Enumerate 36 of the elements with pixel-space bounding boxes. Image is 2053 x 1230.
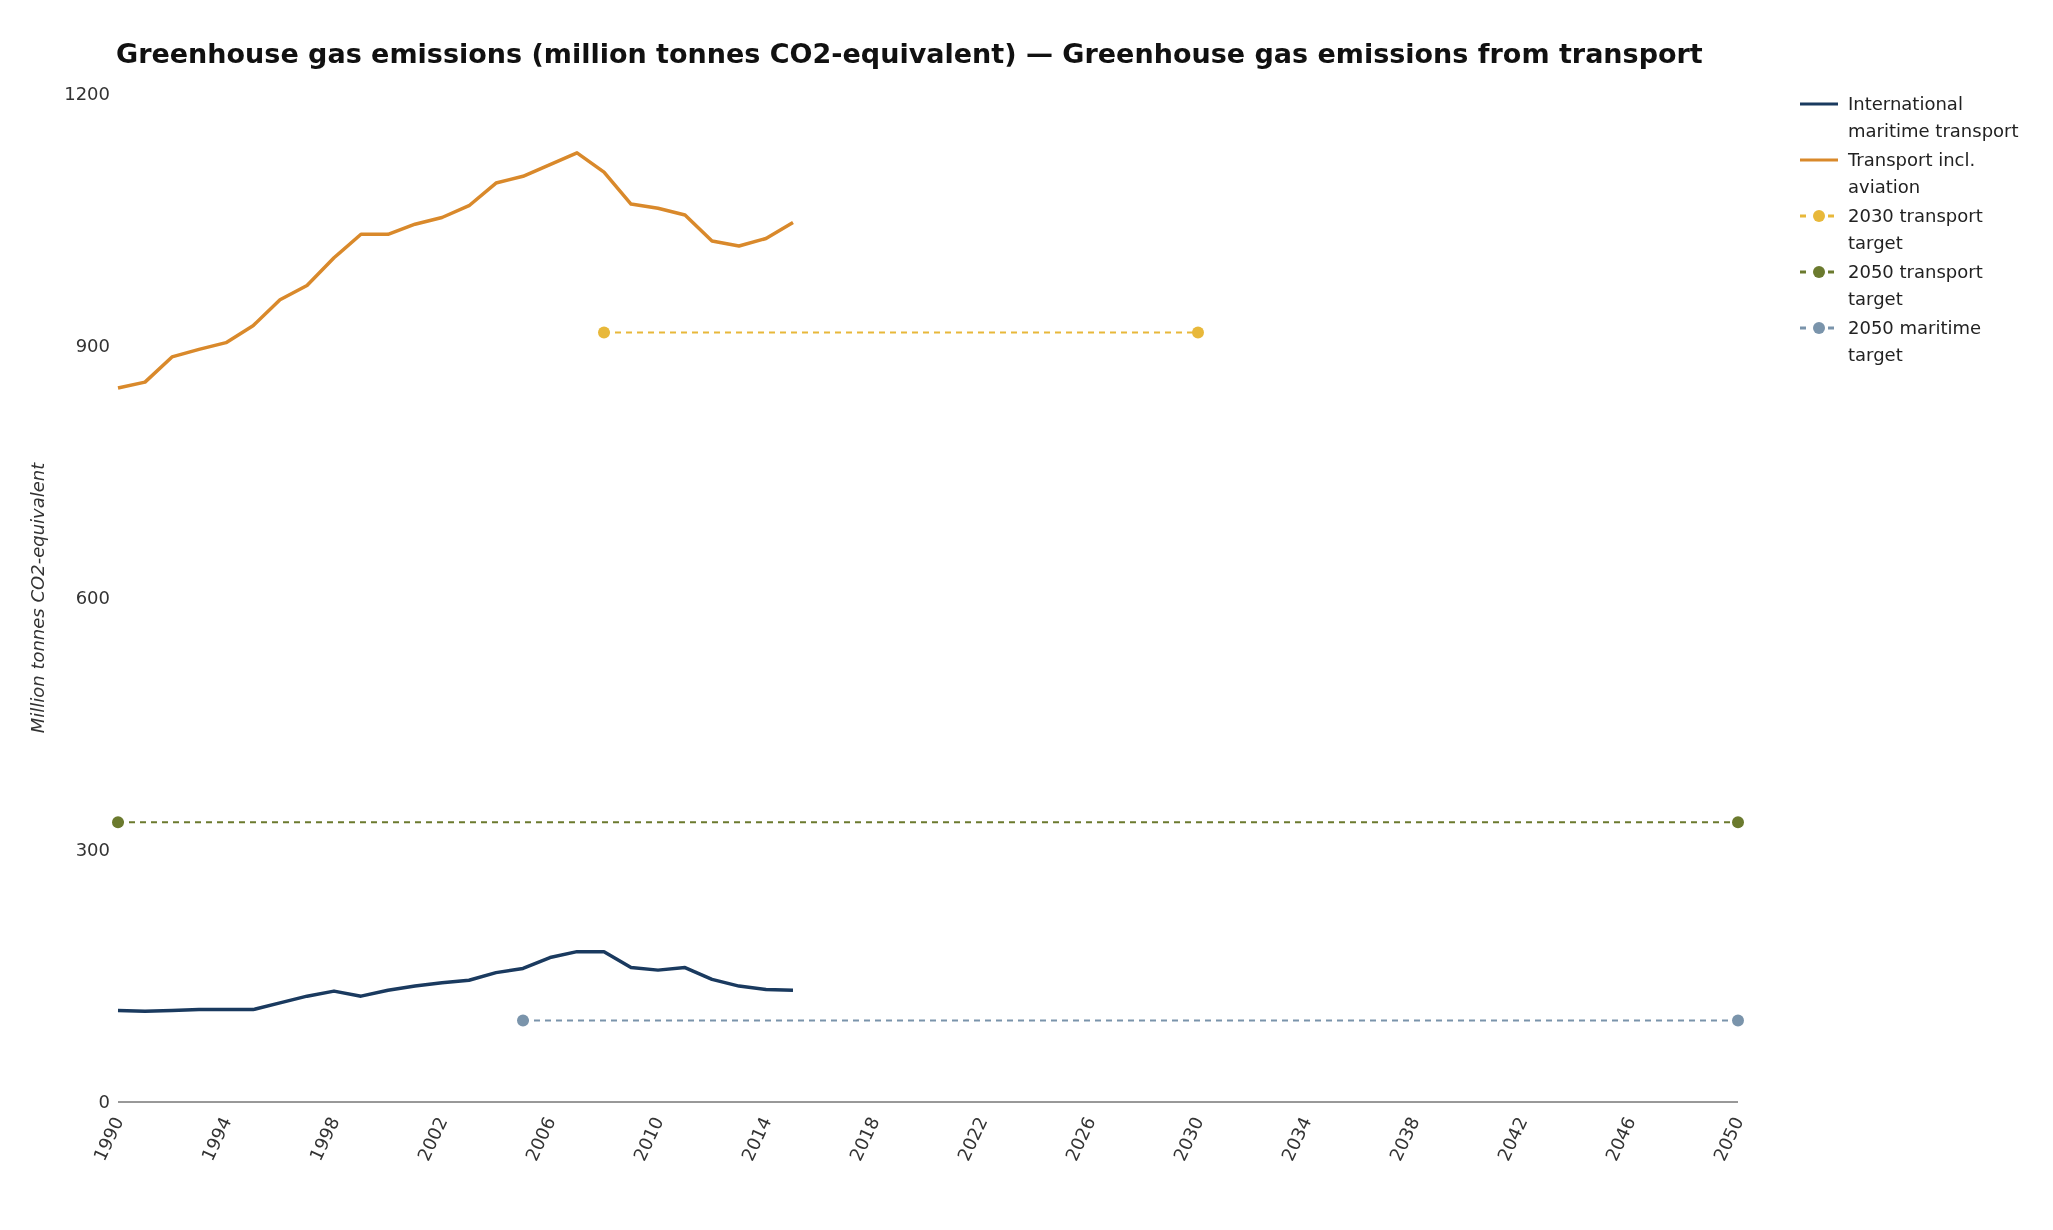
x-tick-label: 2042 (1492, 1113, 1532, 1164)
legend-label: Transport incl. aviation (1848, 148, 1976, 199)
point (598, 326, 610, 339)
x-tick-label: 2046 (1600, 1113, 1640, 1164)
legend-label: 2030 transport target (1848, 204, 1983, 255)
chart-title: Greenhouse gas emissions (million tonnes CO2-equivalent) — Greenhouse gas emissions from transport (116, 38, 1703, 69)
x-tick-label: 2038 (1384, 1113, 1424, 1164)
x-tick-label: 2026 (1060, 1113, 1100, 1164)
x-tick-label: 2018 (844, 1113, 884, 1164)
x-tick-label: 2010 (628, 1113, 668, 1164)
x-tick-label: 1998 (304, 1113, 344, 1164)
x-tick-label: 2006 (520, 1113, 560, 1164)
y-axis-title: Million tonnes CO2-equivalent (27, 461, 49, 734)
x-tick-label: 2050 (1708, 1113, 1748, 1164)
point (112, 816, 124, 829)
x-tick-label: 1990 (88, 1113, 128, 1164)
legend-label: International maritime transport (1848, 92, 2019, 143)
point (1192, 326, 1204, 339)
point (1732, 1014, 1744, 1027)
legend-label: 2050 maritime target (1848, 316, 1982, 367)
y-tick-label: 0 (98, 1091, 110, 1113)
x-tick-label: 2002 (412, 1113, 452, 1164)
point (517, 1014, 529, 1027)
y-tick-label: 300 (75, 839, 110, 861)
x-tick-label: 2014 (736, 1113, 776, 1164)
x-tick-label: 2022 (952, 1113, 992, 1164)
x-tick-label: 2034 (1276, 1113, 1316, 1164)
x-tick-label: 2030 (1168, 1113, 1208, 1164)
point (1732, 816, 1744, 829)
line-series (116, 151, 795, 390)
line-series (116, 949, 795, 1014)
legend-label: 2050 transport target (1848, 260, 1983, 311)
x-tick-label: 1994 (196, 1113, 236, 1164)
y-tick-label: 600 (75, 587, 110, 609)
y-tick-label: 900 (75, 335, 110, 357)
y-tick-label: 1200 (64, 83, 110, 105)
